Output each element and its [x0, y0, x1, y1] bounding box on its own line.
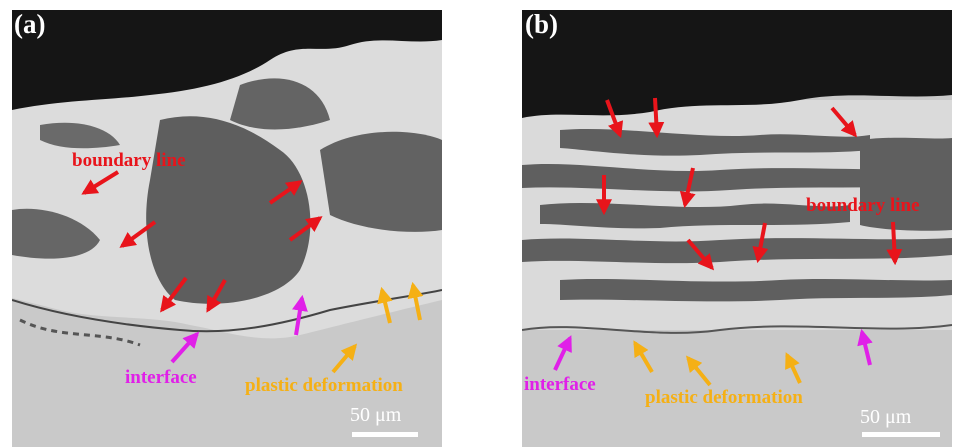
panel-label: (b)	[525, 9, 558, 39]
scale-bar	[862, 432, 940, 437]
scale-bar	[352, 432, 418, 437]
figure: (a) boundary line interface plastic defo…	[0, 0, 960, 447]
annotation: plastic deformation	[645, 387, 803, 408]
annotation: plastic deformation	[245, 375, 403, 396]
annotation: interface	[125, 367, 197, 388]
annotation: boundary line	[806, 195, 920, 216]
scale-label: 50 μm	[860, 406, 912, 428]
annotation: boundary line	[72, 150, 186, 171]
scale-label: 50 μm	[350, 404, 402, 426]
panel-label: (a)	[14, 9, 45, 39]
annotation: interface	[524, 374, 596, 395]
